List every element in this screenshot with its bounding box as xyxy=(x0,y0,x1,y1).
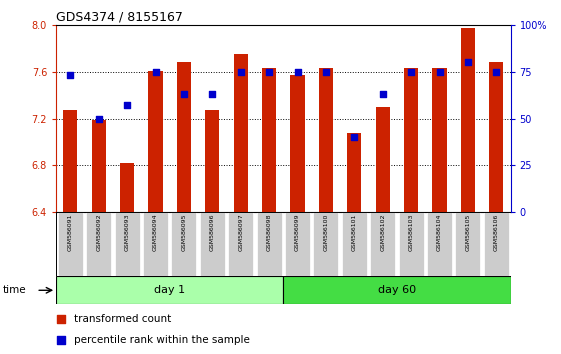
Point xyxy=(378,91,387,97)
Point xyxy=(66,73,75,78)
Text: GSM586091: GSM586091 xyxy=(68,214,73,251)
Point xyxy=(151,69,160,74)
Bar xyxy=(120,163,134,212)
Bar xyxy=(314,212,338,276)
Point xyxy=(350,135,359,140)
Bar xyxy=(256,212,282,276)
Bar xyxy=(56,276,283,304)
Bar xyxy=(91,120,106,212)
Point xyxy=(492,69,501,74)
Text: GSM586093: GSM586093 xyxy=(125,214,130,251)
Bar xyxy=(399,212,424,276)
Bar xyxy=(228,212,253,276)
Point xyxy=(208,91,217,97)
Text: GSM586099: GSM586099 xyxy=(295,214,300,251)
Point xyxy=(56,337,65,343)
Point xyxy=(94,116,103,121)
Bar xyxy=(433,68,447,212)
Text: day 60: day 60 xyxy=(378,285,416,295)
Bar xyxy=(149,70,163,212)
Bar xyxy=(177,62,191,212)
Text: GSM586105: GSM586105 xyxy=(466,214,471,251)
Text: GSM586092: GSM586092 xyxy=(96,214,101,251)
Bar xyxy=(262,68,276,212)
Bar xyxy=(456,212,480,276)
Bar xyxy=(283,276,511,304)
Text: GSM586104: GSM586104 xyxy=(437,214,442,251)
Bar xyxy=(342,212,367,276)
Bar xyxy=(484,212,509,276)
Bar xyxy=(489,62,503,212)
Bar xyxy=(143,212,168,276)
Bar xyxy=(86,212,111,276)
Text: GSM586094: GSM586094 xyxy=(153,214,158,251)
Bar xyxy=(376,107,390,212)
Text: time: time xyxy=(3,285,26,295)
Text: GSM586096: GSM586096 xyxy=(210,214,215,251)
Point xyxy=(236,69,245,74)
Point xyxy=(407,69,416,74)
Point xyxy=(293,69,302,74)
Text: transformed count: transformed count xyxy=(74,314,172,324)
Bar xyxy=(172,212,196,276)
Bar xyxy=(205,110,219,212)
Bar xyxy=(404,68,418,212)
Point xyxy=(321,69,330,74)
Text: GSM586095: GSM586095 xyxy=(181,214,186,251)
Point xyxy=(463,59,472,65)
Bar xyxy=(63,110,77,212)
Text: GSM586100: GSM586100 xyxy=(323,214,328,251)
Bar xyxy=(114,212,140,276)
Text: GSM586097: GSM586097 xyxy=(238,214,243,251)
Bar xyxy=(200,212,225,276)
Bar xyxy=(233,54,248,212)
Point xyxy=(265,69,274,74)
Bar xyxy=(427,212,452,276)
Text: day 1: day 1 xyxy=(154,285,185,295)
Bar xyxy=(319,68,333,212)
Bar xyxy=(347,133,361,212)
Bar xyxy=(370,212,395,276)
Text: GSM586098: GSM586098 xyxy=(266,214,272,251)
Text: GSM586101: GSM586101 xyxy=(352,214,357,251)
Text: GSM586102: GSM586102 xyxy=(380,214,385,251)
Text: GSM586106: GSM586106 xyxy=(494,214,499,251)
Bar xyxy=(291,75,305,212)
Bar xyxy=(58,212,83,276)
Bar xyxy=(461,28,475,212)
Text: GDS4374 / 8155167: GDS4374 / 8155167 xyxy=(56,11,183,24)
Point xyxy=(56,316,65,321)
Text: percentile rank within the sample: percentile rank within the sample xyxy=(74,335,250,345)
Bar xyxy=(285,212,310,276)
Point xyxy=(435,69,444,74)
Point xyxy=(180,91,188,97)
Text: GSM586103: GSM586103 xyxy=(408,214,413,251)
Point xyxy=(123,103,132,108)
